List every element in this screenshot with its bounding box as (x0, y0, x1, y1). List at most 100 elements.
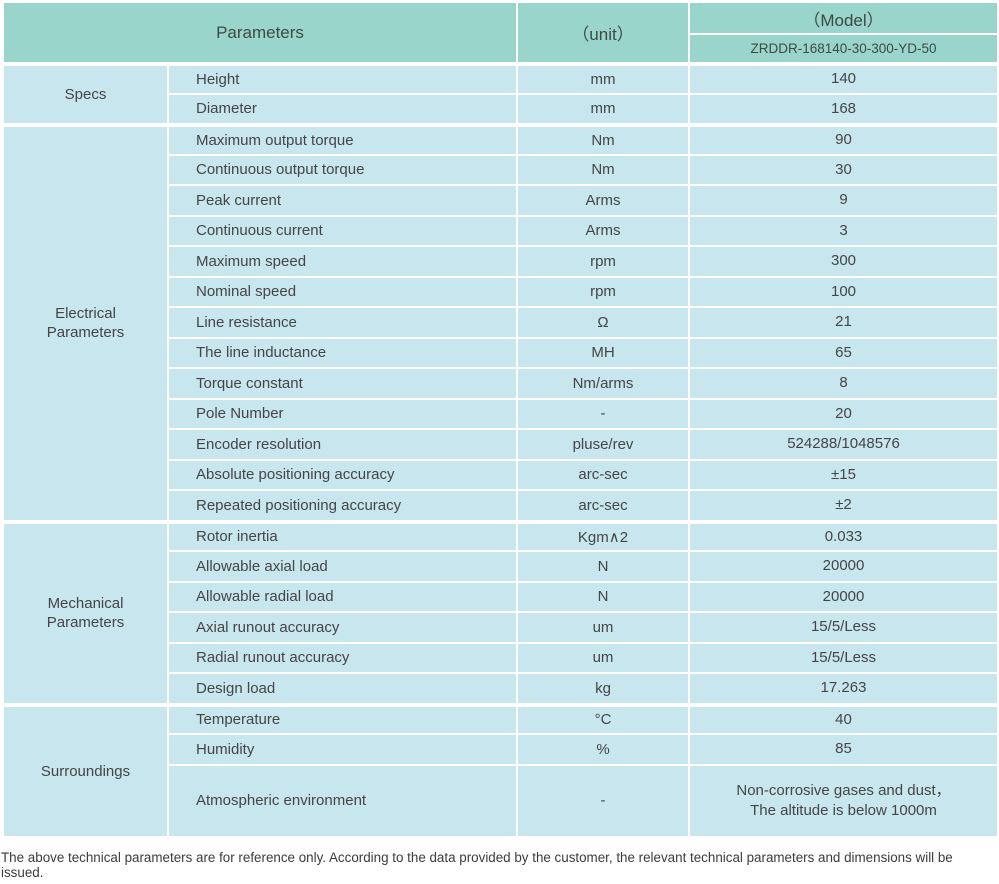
header-row-model: ZRDDR-168140-30-300-YD-50 (4, 35, 997, 62)
value-cell: 17.263 (690, 674, 997, 703)
table-row: Specs Height mm 140 (4, 64, 997, 123)
param-cell: Maximum output torque (169, 125, 516, 154)
table-row: Pole Number -20 (4, 399, 997, 428)
value-cell: ±15 (690, 460, 997, 489)
table-row: Mechanical Parameters Rotor inertia Kgm∧2 0… (4, 521, 997, 703)
param-cell: Rotor inertia (169, 521, 516, 550)
value-cell: 65 (690, 338, 997, 367)
table-row: Radial runout accuracy um 15/5/Less (4, 643, 997, 672)
header-row: Parameters （unit） （Model） (4, 3, 997, 62)
unit-cell: N (518, 582, 688, 611)
value-cell: 40 (690, 704, 997, 733)
param-cell: Repeated positioning accuracy (169, 491, 516, 520)
value-cell: 8 (690, 369, 997, 398)
unit-cell: Nm (518, 125, 688, 154)
value-cell: 9 (690, 186, 997, 215)
unit-cell: % (518, 735, 688, 764)
value-cell: 90 (690, 125, 997, 154)
spec-table-body: Specs Height mm 140 Diameter mm 168 Electrical … (4, 64, 997, 836)
table-row: Torque constant Nm/arms 8 (4, 369, 997, 398)
param-cell: Maximum speed (169, 247, 516, 276)
value-cell: ±2 (690, 491, 997, 520)
value-cell: 15/5/Less (690, 613, 997, 642)
unit-cell: um (518, 613, 688, 642)
unit-cell: arc-sec (518, 460, 688, 489)
unit-cell: arc-sec (518, 491, 688, 520)
value-cell: 168 (690, 94, 997, 123)
table-row: Axial runout accuracy um 15/5/Less (4, 613, 997, 642)
table-row: Continuous current Arms 3 (4, 216, 997, 245)
parameters-header-cell: Parameters (4, 3, 516, 62)
table-row: Surroundings Temperature °C 40 (4, 704, 997, 836)
table-row: Allowable axial load N 20000 (4, 552, 997, 581)
group-cell: Specs (4, 64, 167, 123)
unit-cell: Kgm∧2 (518, 521, 688, 550)
unit-cell: Ω (518, 308, 688, 337)
value-cell: 20000 (690, 552, 997, 581)
model-number-cell: ZRDDR-168140-30-300-YD-50 (690, 35, 997, 62)
spec-table: Parameters （unit） （Model） ZRDDR-168140-3… (2, 1, 999, 838)
param-cell: Peak current (169, 186, 516, 215)
param-cell: The line inductance (169, 338, 516, 367)
unit-cell: N (518, 552, 688, 581)
value-cell: 30 (690, 155, 997, 184)
value-cell: 0.033 (690, 521, 997, 550)
group-cell: Electrical Parameters (4, 125, 167, 520)
param-cell: Humidity (169, 735, 516, 764)
spec-table-header: Parameters （unit） （Model） ZRDDR-168140-3… (4, 3, 997, 62)
param-cell: Height (169, 64, 516, 93)
unit-cell: Nm/arms (518, 369, 688, 398)
table-row: The line inductance MH 65 (4, 338, 997, 367)
unit-cell: MH (518, 338, 688, 367)
unit-cell: Arms (518, 186, 688, 215)
table-row: Humidity% 85 (4, 735, 997, 764)
param-cell: Temperature (169, 704, 516, 733)
table-row: Encoder resolution pluse/rev 524288/104857… (4, 430, 997, 459)
table-row: Continuous output torque Nm 30 (4, 155, 997, 184)
param-cell: Nominal speed (169, 277, 516, 306)
unit-header-cell: （unit） (518, 3, 688, 62)
value-cell: 21 (690, 308, 997, 337)
param-cell: Axial runout accuracy (169, 613, 516, 642)
table-row: Design load kg 17.263 (4, 674, 997, 703)
param-cell: Diameter (169, 94, 516, 123)
unit-cell: Arms (518, 216, 688, 245)
value-cell: 3 (690, 216, 997, 245)
value-cell: 140 (690, 64, 997, 93)
table-row: Line resistance Ω 21 (4, 308, 997, 337)
unit-cell: kg (518, 674, 688, 703)
param-cell: Absolute positioning accuracy (169, 460, 516, 489)
param-cell: Pole Number (169, 399, 516, 428)
param-cell: Continuous current (169, 216, 516, 245)
value-cell: 85 (690, 735, 997, 764)
table-row: Nominal speed rpm 100 (4, 277, 997, 306)
table-row: Peak current Arms 9 (4, 186, 997, 215)
table-row: Maximum speed rpm 300 (4, 247, 997, 276)
unit-cell: mm (518, 94, 688, 123)
param-cell: Radial runout accuracy (169, 643, 516, 672)
table-row: Electrical Parameters Maximum output torq… (4, 125, 997, 520)
table-row: Absolute positioning accuracy arc-sec ±15 (4, 460, 997, 489)
unit-cell: - (518, 399, 688, 428)
unit-cell: um (518, 643, 688, 672)
param-cell: Encoder resolution (169, 430, 516, 459)
value-cell: 100 (690, 277, 997, 306)
value-cell: 15/5/Less (690, 643, 997, 672)
group-cell: Surroundings (4, 704, 167, 836)
unit-cell: Nm (518, 155, 688, 184)
model-header-cell: （Model） (690, 3, 997, 33)
value-cell: Non-corrosive gases and dust， The altitu… (690, 765, 997, 836)
table-row: Diameter mm 168 (4, 94, 997, 123)
table-row: Repeated positioning accuracy arc-sec ±2 (4, 491, 997, 520)
unit-cell: rpm (518, 277, 688, 306)
value-cell: 524288/1048576 (690, 430, 997, 459)
unit-cell: - (518, 765, 688, 836)
param-cell: Design load (169, 674, 516, 703)
value-cell: 20 (690, 399, 997, 428)
group-cell: Mechanical Parameters (4, 521, 167, 703)
unit-cell: °C (518, 704, 688, 733)
param-cell: Continuous output torque (169, 155, 516, 184)
unit-cell: rpm (518, 247, 688, 276)
value-cell: 300 (690, 247, 997, 276)
